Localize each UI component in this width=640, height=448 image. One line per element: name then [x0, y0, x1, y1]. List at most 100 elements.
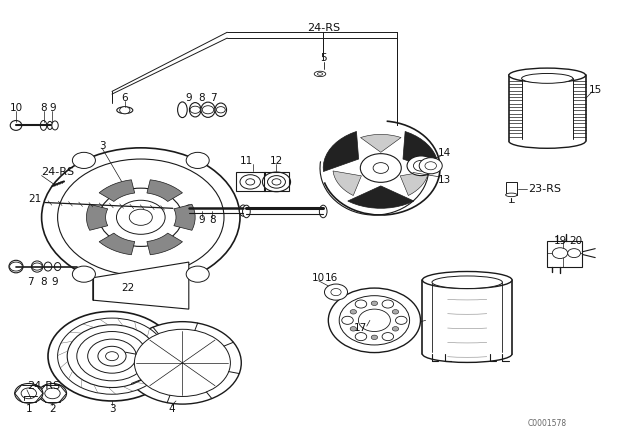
FancyBboxPatch shape	[547, 241, 582, 267]
Ellipse shape	[506, 193, 517, 197]
Ellipse shape	[185, 205, 193, 216]
Circle shape	[392, 310, 399, 314]
Circle shape	[382, 300, 394, 308]
Circle shape	[186, 152, 209, 168]
Text: 24-RS: 24-RS	[307, 23, 340, 33]
Circle shape	[262, 172, 291, 192]
Polygon shape	[400, 171, 429, 195]
Circle shape	[15, 383, 43, 403]
Circle shape	[407, 156, 435, 176]
Text: 24-RS: 24-RS	[27, 381, 60, 391]
Ellipse shape	[189, 103, 201, 117]
Circle shape	[371, 301, 378, 306]
Text: 2: 2	[49, 404, 56, 414]
Circle shape	[88, 339, 136, 373]
Polygon shape	[348, 186, 414, 208]
Text: C0001578: C0001578	[527, 419, 567, 428]
Circle shape	[129, 209, 152, 225]
Text: 5: 5	[321, 53, 327, 63]
Text: 10: 10	[312, 273, 325, 283]
Circle shape	[202, 106, 214, 114]
Text: 7: 7	[210, 93, 216, 103]
Circle shape	[350, 310, 356, 314]
Ellipse shape	[40, 121, 47, 130]
Text: 8: 8	[198, 93, 205, 103]
Text: 19: 19	[554, 236, 566, 246]
Text: 6: 6	[122, 93, 128, 103]
Text: 18: 18	[402, 321, 415, 331]
Circle shape	[98, 346, 126, 366]
Circle shape	[120, 107, 130, 114]
Circle shape	[45, 388, 60, 399]
Polygon shape	[333, 171, 362, 195]
Circle shape	[396, 316, 407, 324]
Ellipse shape	[9, 260, 23, 273]
Text: 8: 8	[40, 103, 47, 113]
Polygon shape	[93, 262, 189, 309]
Text: 14: 14	[438, 148, 451, 158]
Text: 3: 3	[99, 141, 106, 151]
Text: 4: 4	[168, 404, 175, 414]
Polygon shape	[99, 233, 134, 255]
Circle shape	[246, 179, 255, 185]
Circle shape	[99, 188, 182, 246]
Ellipse shape	[432, 276, 502, 289]
Circle shape	[72, 152, 95, 168]
Circle shape	[331, 289, 341, 296]
Circle shape	[72, 266, 95, 282]
Text: 15: 15	[589, 85, 602, 95]
Circle shape	[324, 284, 348, 300]
Circle shape	[134, 329, 230, 396]
Ellipse shape	[522, 73, 573, 83]
Polygon shape	[174, 204, 195, 230]
Circle shape	[32, 263, 42, 270]
Circle shape	[355, 300, 367, 308]
Circle shape	[360, 154, 401, 182]
Ellipse shape	[422, 271, 512, 289]
Polygon shape	[147, 180, 182, 202]
Circle shape	[358, 309, 390, 332]
Ellipse shape	[239, 205, 247, 216]
Circle shape	[425, 162, 436, 170]
Ellipse shape	[47, 121, 52, 129]
Ellipse shape	[177, 102, 187, 117]
Polygon shape	[360, 134, 401, 152]
Circle shape	[38, 383, 67, 403]
Text: 9: 9	[49, 103, 56, 113]
FancyBboxPatch shape	[236, 172, 265, 191]
Circle shape	[21, 388, 36, 399]
Polygon shape	[323, 131, 358, 172]
Circle shape	[355, 332, 367, 340]
Circle shape	[77, 332, 147, 381]
Polygon shape	[147, 233, 182, 255]
Ellipse shape	[10, 121, 22, 130]
Text: 22: 22	[122, 283, 134, 293]
Circle shape	[10, 262, 22, 271]
Text: 8: 8	[209, 215, 216, 225]
Circle shape	[186, 266, 209, 282]
Circle shape	[240, 175, 260, 189]
Ellipse shape	[31, 261, 43, 272]
Circle shape	[328, 288, 420, 353]
Circle shape	[116, 200, 165, 234]
Circle shape	[48, 311, 176, 401]
Text: 16: 16	[325, 273, 338, 283]
Text: 3: 3	[109, 404, 115, 414]
Circle shape	[216, 107, 225, 113]
Ellipse shape	[243, 205, 250, 218]
Circle shape	[371, 335, 378, 340]
Circle shape	[373, 163, 388, 173]
FancyBboxPatch shape	[506, 182, 517, 195]
Text: 8: 8	[40, 277, 47, 287]
Text: 9: 9	[186, 93, 192, 103]
Circle shape	[568, 249, 580, 258]
Text: 24-RS: 24-RS	[42, 167, 75, 177]
Ellipse shape	[54, 263, 61, 271]
Circle shape	[419, 158, 442, 174]
Text: 23-RS: 23-RS	[528, 184, 561, 194]
Circle shape	[350, 327, 356, 331]
Circle shape	[106, 352, 118, 361]
Text: 12: 12	[270, 156, 283, 166]
Text: 11: 11	[240, 156, 253, 166]
Text: 21: 21	[29, 194, 42, 204]
